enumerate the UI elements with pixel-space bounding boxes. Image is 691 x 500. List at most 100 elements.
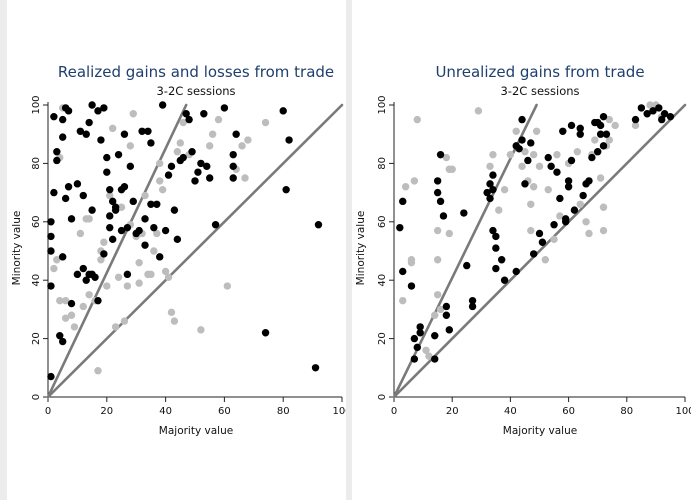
data-point-gray — [433, 256, 442, 264]
data-point-black — [114, 150, 123, 159]
data-point-black — [515, 145, 523, 153]
data-point-black — [85, 118, 93, 127]
data-point-black — [53, 156, 61, 165]
data-point-black — [123, 270, 132, 279]
data-point-black — [311, 364, 320, 372]
data-point-gray — [585, 229, 593, 238]
data-point-gray — [100, 238, 108, 246]
y-tick-label: 0 — [377, 394, 388, 400]
data-point-black — [547, 162, 555, 171]
data-point-black — [282, 185, 290, 194]
data-point-black — [200, 110, 208, 118]
data-point-gray — [117, 203, 126, 211]
reference-line-2 — [46, 103, 188, 399]
data-point-gray — [535, 162, 544, 171]
data-point-black — [631, 115, 640, 124]
data-point-gray — [111, 323, 120, 331]
data-point-gray — [474, 107, 483, 115]
data-point-gray — [170, 317, 179, 325]
chart-title-realized: Realized gains and losses from trade — [58, 63, 334, 81]
data-point-gray — [489, 150, 497, 159]
x-tick-label: 40 — [504, 406, 517, 417]
data-point-gray — [173, 148, 182, 156]
data-point-black — [410, 334, 419, 343]
data-point-gray — [108, 124, 117, 133]
data-point-black — [637, 104, 646, 112]
data-point-black — [579, 191, 587, 200]
data-point-black — [489, 171, 497, 179]
data-point-black — [203, 162, 211, 171]
data-point-black — [59, 253, 67, 261]
data-point-gray — [448, 165, 456, 173]
data-point-black — [103, 153, 111, 162]
data-point-black — [666, 112, 675, 121]
data-point-gray — [631, 121, 640, 130]
data-point-gray — [114, 273, 123, 281]
data-point-gray — [76, 229, 85, 238]
data-point-black — [229, 162, 237, 171]
data-point-black — [220, 104, 229, 112]
data-point-black — [413, 343, 421, 352]
data-point-black — [59, 133, 67, 141]
data-point-black — [529, 250, 538, 258]
data-point-black — [518, 115, 526, 124]
data-point-gray — [576, 200, 584, 208]
data-point-black — [194, 168, 202, 176]
data-point-black — [594, 148, 602, 156]
data-point-black — [135, 226, 143, 235]
scatter-plot-unrealized: Unrealized gains from trade 3-2C sessions… — [355, 63, 691, 437]
data-point-gray — [238, 142, 246, 150]
data-point-black — [585, 177, 593, 185]
data-point-gray — [120, 317, 129, 325]
data-point-black — [120, 183, 129, 191]
data-point-gray — [553, 150, 561, 159]
data-point-black — [655, 104, 663, 112]
data-point-gray — [176, 139, 184, 147]
data-point-gray — [486, 162, 494, 171]
x-tick-label: 80 — [620, 406, 633, 417]
data-point-black — [396, 223, 404, 232]
x-axis-label: Majority value — [159, 425, 233, 437]
data-point-black — [56, 331, 64, 340]
data-point-black — [463, 261, 471, 270]
data-point-gray — [433, 226, 442, 235]
data-point-black — [94, 107, 102, 115]
data-point-black — [108, 197, 117, 206]
data-point-black — [73, 270, 82, 279]
data-point-black — [489, 185, 497, 194]
data-point-black — [161, 226, 170, 235]
data-point-gray — [532, 127, 541, 135]
data-point-black — [602, 130, 611, 138]
data-point-black — [468, 302, 477, 311]
data-point-black — [106, 185, 114, 194]
chart-title-unrealized: Unrealized gains from trade — [435, 63, 644, 81]
data-point-black — [527, 139, 535, 147]
data-point-black — [489, 226, 497, 235]
x-tick-label: 80 — [277, 406, 290, 417]
data-point-black — [431, 331, 439, 340]
data-point-gray — [433, 291, 442, 299]
data-point-gray — [445, 229, 453, 238]
data-point-black — [59, 115, 67, 124]
data-point-black — [588, 153, 596, 162]
data-point-black — [535, 229, 544, 238]
data-point-gray — [53, 256, 61, 264]
data-point-black — [53, 148, 61, 156]
data-point-black — [442, 311, 451, 319]
chart-panel-unrealized: Unrealized gains from trade 3-2C sessions… — [352, 0, 691, 500]
x-tick-label: 60 — [562, 406, 575, 417]
data-point-gray — [206, 142, 214, 150]
data-point-black — [261, 329, 270, 337]
data-point-black — [47, 282, 55, 290]
data-point-gray — [135, 279, 143, 287]
data-point-black — [170, 206, 179, 214]
data-point-gray — [611, 121, 619, 130]
data-point-gray — [94, 367, 102, 375]
data-point-black — [64, 183, 73, 191]
data-point-gray — [97, 256, 105, 264]
data-point-black — [468, 296, 477, 305]
data-point-gray — [410, 177, 419, 185]
data-point-gray — [407, 258, 416, 267]
data-point-black — [442, 302, 451, 311]
data-point-black — [596, 130, 605, 138]
